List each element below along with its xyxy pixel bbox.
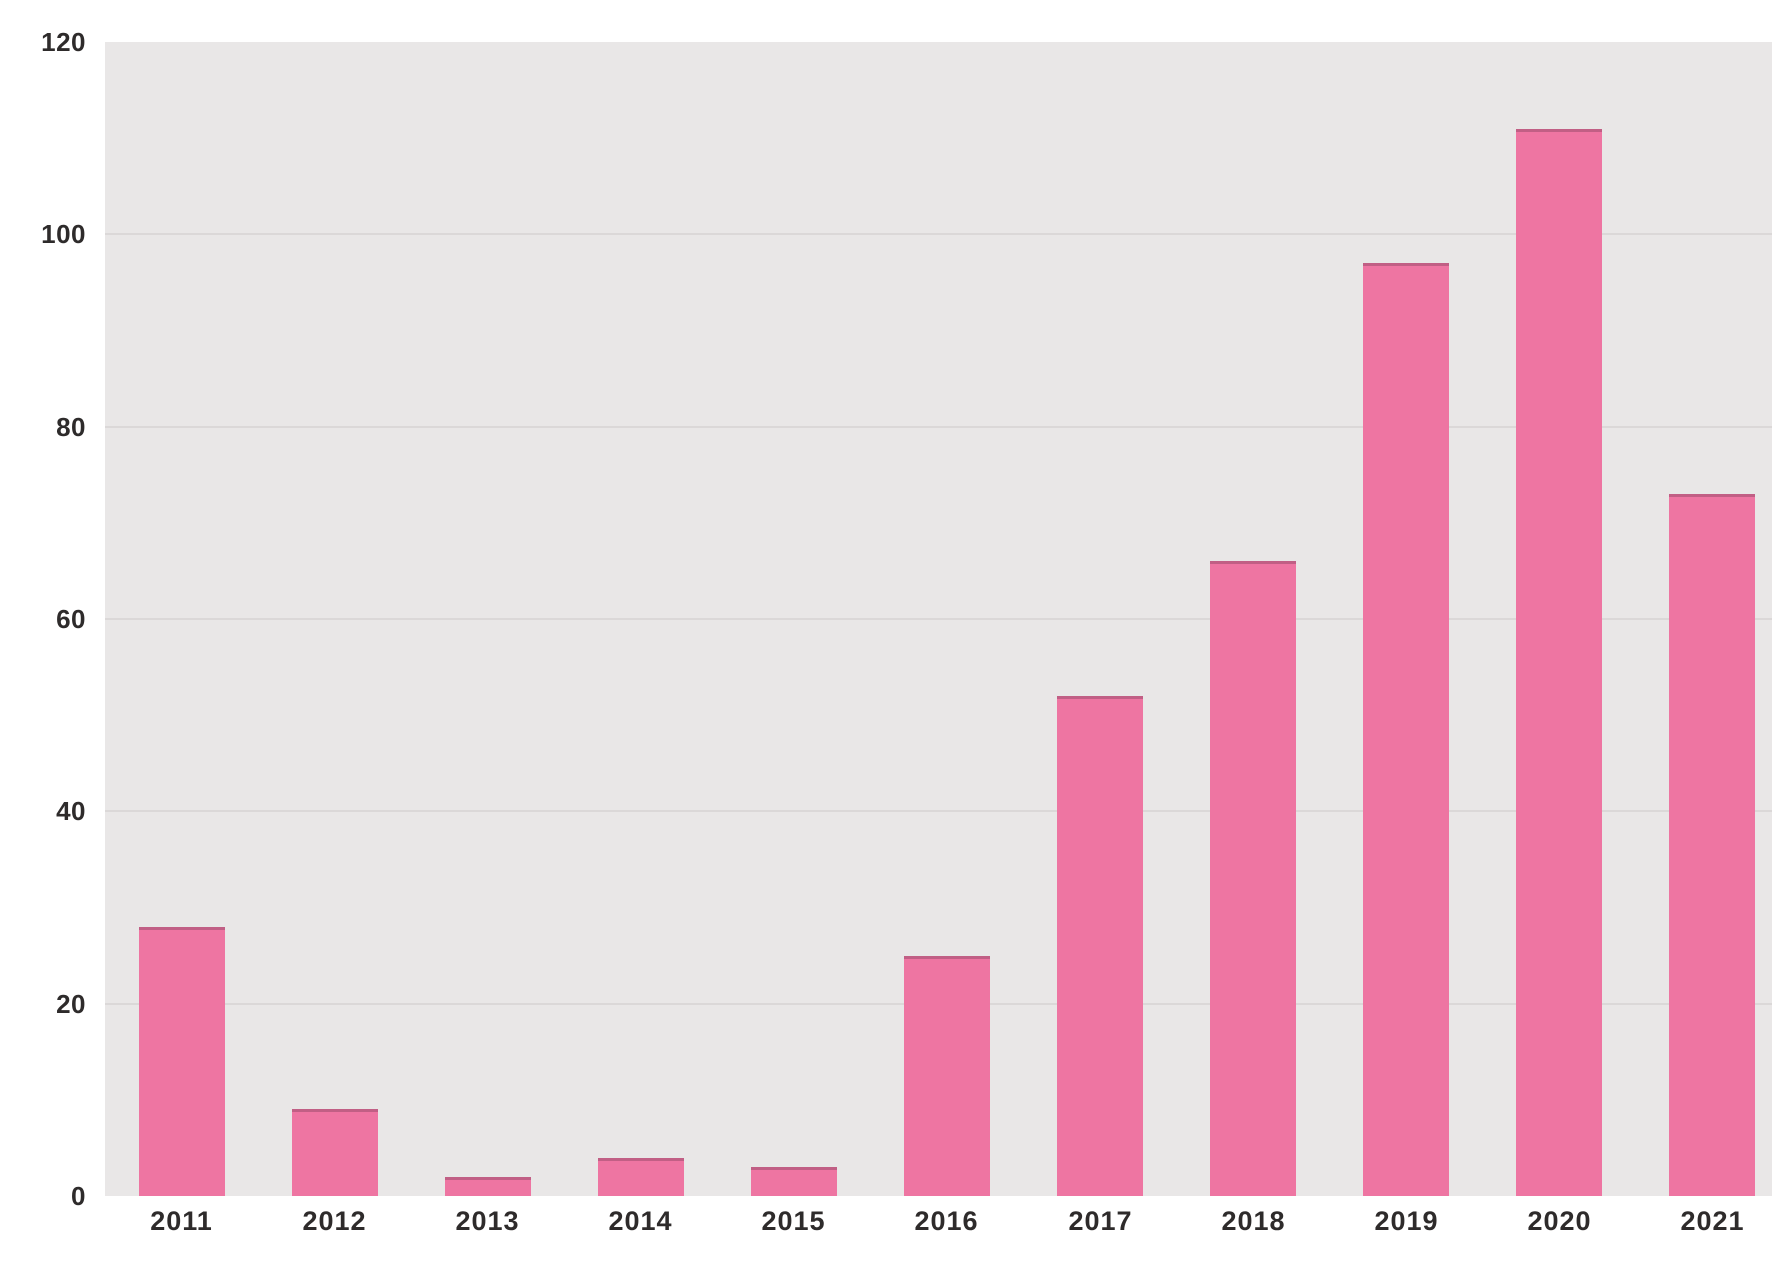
gridline-60 xyxy=(105,618,1772,620)
y-tick-label-120: 120 xyxy=(41,27,86,57)
bar-2015 xyxy=(751,1167,837,1196)
bar-2017 xyxy=(1057,696,1143,1196)
x-tick-label-2019: 2019 xyxy=(1374,1206,1439,1236)
bar-2021 xyxy=(1669,494,1755,1196)
x-tick-label-2017: 2017 xyxy=(1068,1206,1133,1236)
x-tick-label-2011: 2011 xyxy=(150,1206,213,1236)
plot-area xyxy=(105,42,1772,1196)
gridline-100 xyxy=(105,233,1772,236)
bar-2018 xyxy=(1210,561,1296,1196)
x-tick-label-2014: 2014 xyxy=(608,1206,673,1236)
gridline-80 xyxy=(105,425,1772,428)
bar-2011 xyxy=(139,927,225,1196)
bar-2019 xyxy=(1363,263,1449,1196)
x-tick-label-2020: 2020 xyxy=(1527,1206,1592,1236)
gridline-40 xyxy=(105,810,1772,813)
y-tick-label-20: 20 xyxy=(56,989,86,1019)
bar-2020 xyxy=(1516,129,1602,1196)
bar-2014 xyxy=(598,1158,684,1196)
x-tick-label-2012: 2012 xyxy=(302,1206,367,1236)
y-tick-label-80: 80 xyxy=(56,412,86,442)
x-tick-label-2013: 2013 xyxy=(455,1206,520,1236)
bar-2013 xyxy=(445,1177,531,1196)
x-tick-label-2018: 2018 xyxy=(1221,1206,1286,1236)
y-tick-label-60: 60 xyxy=(56,604,86,634)
x-tick-label-2021: 2021 xyxy=(1680,1206,1745,1236)
y-tick-label-0: 0 xyxy=(71,1181,86,1211)
bar-2012 xyxy=(292,1109,378,1196)
y-tick-label-100: 100 xyxy=(41,219,86,249)
x-tick-label-2016: 2016 xyxy=(914,1206,979,1236)
x-tick-label-2015: 2015 xyxy=(761,1206,826,1236)
bar-chart: 0 20 40 60 80 100 120 2011 2012 2013 2014 2015 2016… xyxy=(40,16,1772,1246)
bar-2016 xyxy=(904,956,990,1196)
y-tick-label-40: 40 xyxy=(56,796,86,826)
